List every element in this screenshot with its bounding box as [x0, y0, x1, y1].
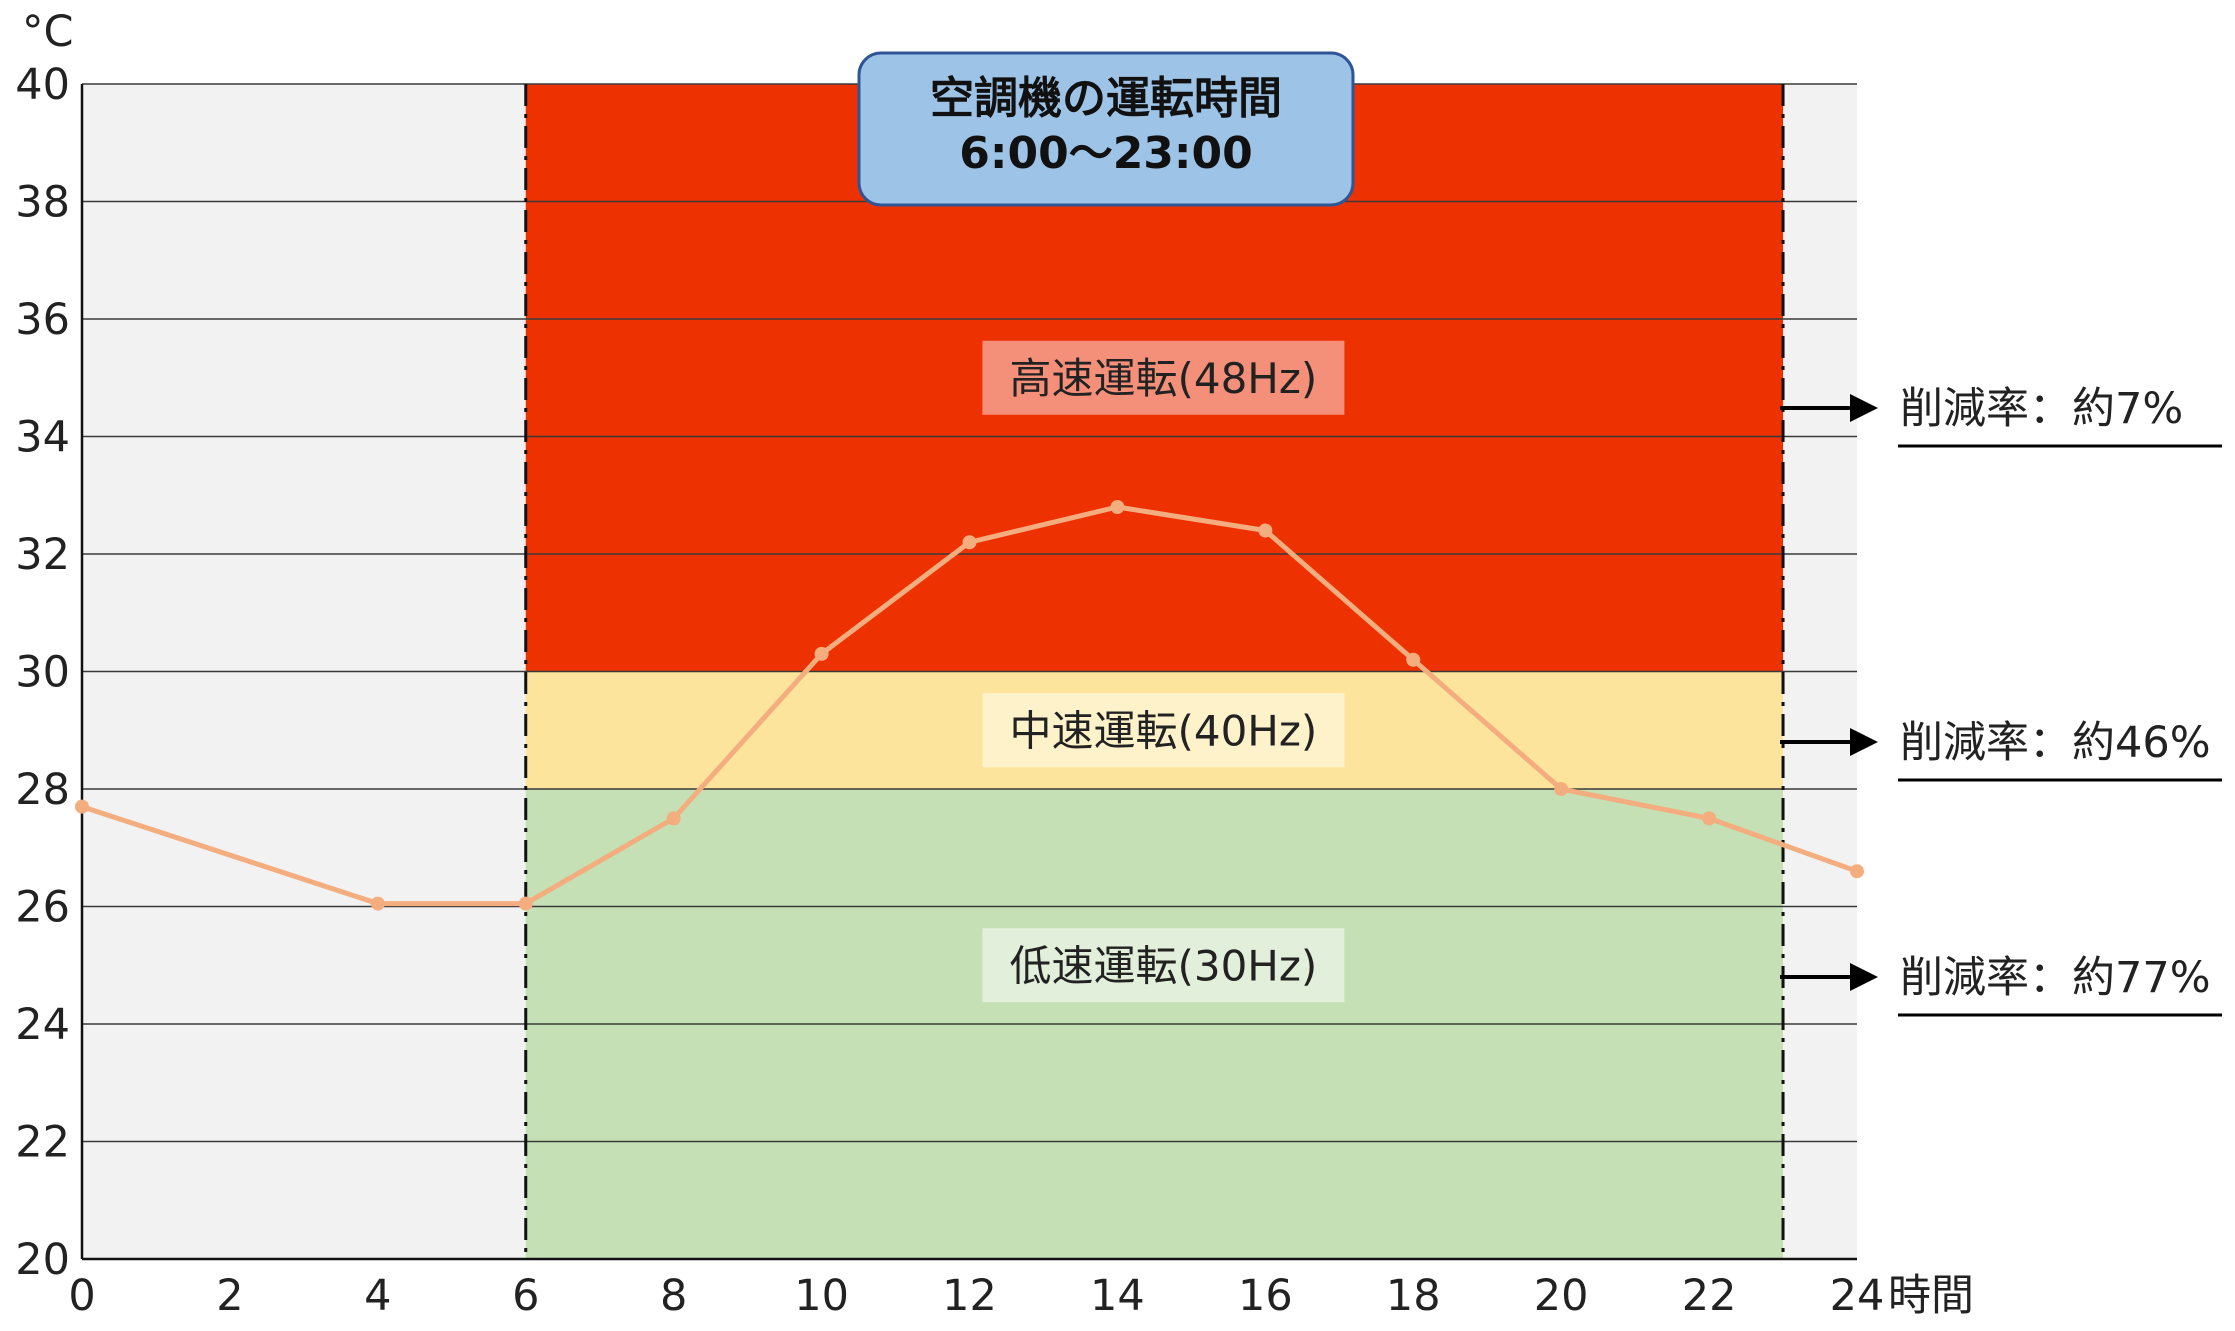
- x-tick-label: 12: [942, 1271, 997, 1321]
- zone-label-bg-2: [982, 928, 1345, 1003]
- x-tick-label: 0: [68, 1271, 95, 1321]
- x-tick-label: 10: [794, 1271, 849, 1321]
- x-tick-label: 20: [1534, 1271, 1589, 1321]
- x-tick-label: 4: [364, 1271, 391, 1321]
- x-tick-label: 16: [1238, 1271, 1293, 1321]
- y-tick-label: 22: [15, 1118, 70, 1168]
- x-tick-label: 14: [1090, 1271, 1145, 1321]
- zone-label-bg-0: [982, 340, 1345, 415]
- data-point-10: [814, 646, 829, 661]
- x-tick-label: 2: [216, 1271, 243, 1321]
- x-tick-label: 24: [1830, 1271, 1885, 1321]
- data-point-14: [1110, 500, 1125, 514]
- reduction-arrow-head-1: [1850, 728, 1878, 756]
- y-tick-label: 24: [15, 1000, 70, 1050]
- data-point-12: [962, 535, 977, 550]
- reduction-rate-label: 削減率：約46%: [1900, 718, 2211, 768]
- y-axis-label: °C: [22, 7, 74, 57]
- reduction-rate-label: 削減率：約77%: [1900, 953, 2211, 1003]
- title-line-1: 空調機の運転時間: [930, 73, 1282, 124]
- series-line-0: [81, 504, 1858, 907]
- y-tick-label: 40: [15, 60, 70, 110]
- title-box: [857, 51, 1355, 207]
- y-tick-label: 38: [15, 178, 70, 228]
- data-point-20: [1554, 782, 1569, 796]
- x-tick-label: 22: [1682, 1271, 1737, 1321]
- reduction-rate-label: 削減率：約7%: [1900, 384, 2183, 434]
- data-point-24: [1850, 864, 1864, 879]
- x-tick-label: 18: [1386, 1271, 1441, 1321]
- y-tick-label: 26: [15, 883, 70, 933]
- data-point-16: [1258, 523, 1273, 538]
- x-tick-label: 6: [512, 1271, 539, 1321]
- zone-label-bg-1: [982, 693, 1345, 768]
- zone-label: 高速運転(48Hz): [1009, 354, 1317, 403]
- reduction-arrow-head-0: [1850, 394, 1878, 422]
- y-tick-label: 28: [15, 765, 70, 815]
- y-tick-label: 30: [15, 648, 70, 698]
- data-point-18: [1406, 652, 1421, 667]
- x-tick-label: 8: [660, 1271, 687, 1321]
- x-axis-label: 時間: [1888, 1271, 1974, 1321]
- y-tick-label: 20: [15, 1235, 70, 1285]
- y-tick-label: 32: [15, 530, 70, 580]
- data-point-4: [370, 896, 385, 911]
- zone-label: 低速運転(30Hz): [1009, 941, 1317, 990]
- y-tick-label: 34: [15, 413, 70, 463]
- zone-label: 中速運転(40Hz): [1009, 706, 1317, 755]
- data-point-22: [1702, 811, 1717, 826]
- data-point-6: [518, 896, 533, 911]
- data-point-8: [666, 811, 681, 826]
- reduction-arrow-head-2: [1850, 963, 1878, 991]
- title-line-2: 6:00〜23:00: [959, 128, 1253, 179]
- data-point-0: [75, 799, 89, 814]
- y-tick-label: 36: [15, 295, 70, 345]
